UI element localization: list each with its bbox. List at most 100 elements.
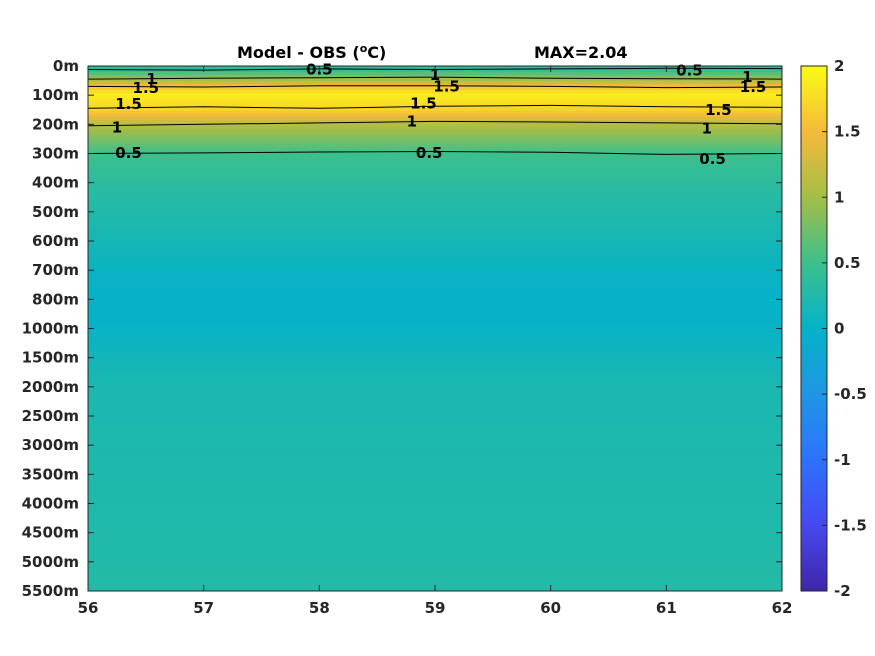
contour-label: 0.5 [699, 150, 726, 168]
heatmap-cell [88, 348, 782, 352]
y-tick-label: 4000m [22, 495, 79, 513]
heatmap-cell [88, 237, 782, 241]
heatmap-cell [88, 399, 782, 403]
colorbar-tick-label: -2 [834, 582, 851, 600]
heatmap-cell [88, 228, 782, 232]
heatmap-cell [88, 285, 782, 289]
colorbar-axis: 2 1.5 1 0.5 0 -0.5 -1 -1.5 -2 [822, 57, 867, 600]
chart-title-unit-sup: o [360, 42, 368, 55]
x-tick-label: 62 [772, 599, 793, 617]
heatmap-cell [88, 321, 782, 325]
heatmap-cell [88, 354, 782, 358]
heatmap-cell [88, 420, 782, 424]
heatmap-cell [88, 480, 782, 484]
heatmap-cell [88, 90, 782, 94]
contour-label: 1 [702, 120, 712, 138]
contour-label: 1 [112, 118, 122, 136]
heatmap-cell [88, 312, 782, 316]
colorbar-tick-label: 0.5 [834, 254, 861, 272]
heatmap-cell [88, 144, 782, 148]
x-tick-label: 56 [78, 599, 99, 617]
heatmap-cell [88, 159, 782, 163]
heatmap-cell [88, 516, 782, 520]
heatmap-cell [88, 402, 782, 406]
heatmap-cell [88, 426, 782, 430]
heatmap-cell [88, 162, 782, 166]
heatmap-cell [88, 78, 782, 82]
heatmap-cell [88, 339, 782, 343]
heatmap-cell [88, 468, 782, 472]
heatmap-cell [88, 168, 782, 172]
heatmap-cell [88, 531, 782, 535]
heatmap-cell [88, 303, 782, 307]
y-tick-label: 1000m [22, 320, 79, 338]
heatmap-cell [88, 177, 782, 181]
heatmap-cell [88, 537, 782, 541]
heatmap-cell [88, 171, 782, 175]
heatmap-cell [88, 261, 782, 265]
heatmap-cell [88, 363, 782, 367]
heatmap-cell [88, 99, 782, 103]
heatmap-cell [88, 138, 782, 142]
heatmap-cell [88, 543, 782, 547]
heatmap-cell [88, 153, 782, 157]
heatmap-cell [88, 123, 782, 127]
heatmap-cell [88, 483, 782, 487]
contour-label: 1 [742, 68, 752, 86]
heatmap-cell [88, 174, 782, 178]
heatmap-cell [88, 414, 782, 418]
contour-label: 0.5 [115, 144, 142, 162]
heatmap-cell [88, 117, 782, 121]
heatmap-cell [88, 390, 782, 394]
contour-line [87, 120, 783, 127]
heatmap-cell [88, 429, 782, 433]
heatmap-cell [88, 279, 782, 283]
heatmap-cell [88, 528, 782, 532]
heatmap-cell [88, 576, 782, 580]
y-tick-label: 100m [32, 86, 79, 104]
heatmap-cell [88, 486, 782, 490]
heatmap-cell [88, 360, 782, 364]
contour-label: 1 [146, 70, 156, 88]
contour-label: 1.5 [740, 78, 767, 96]
heatmap-cell [88, 378, 782, 382]
heatmap-cell [88, 387, 782, 391]
colorbar-tick-label: -1.5 [834, 516, 867, 534]
contour-line [87, 76, 783, 80]
heatmap-cell [88, 156, 782, 160]
heatmap-cell [88, 456, 782, 460]
heatmap-cell [88, 102, 782, 106]
colorbar-tick-label: -1 [834, 451, 851, 469]
heatmap-cell [88, 306, 782, 310]
y-tick-label: 700m [32, 261, 79, 279]
heatmap-cell [88, 327, 782, 331]
heatmap-cell [88, 318, 782, 322]
heatmap-cell [88, 465, 782, 469]
heatmap-cell [88, 369, 782, 373]
heatmap-field [88, 66, 782, 591]
heatmap-cell [88, 183, 782, 187]
y-tick-label: 5500m [22, 582, 79, 600]
y-tick-label: 5000m [22, 553, 79, 571]
heatmap-cell [88, 135, 782, 139]
heatmap-cell [88, 297, 782, 301]
contour-label: 1.5 [133, 79, 160, 97]
heatmap-cell [88, 459, 782, 463]
heatmap-cell [88, 72, 782, 76]
y-tick-label: 800m [32, 290, 79, 308]
colorbar-tick-label: 1.5 [834, 123, 861, 141]
heatmap-cell [88, 240, 782, 244]
heatmap-cell [88, 165, 782, 169]
heatmap-cell [88, 186, 782, 190]
heatmap-cell [88, 267, 782, 271]
heatmap-cell [88, 372, 782, 376]
heatmap-cell [88, 444, 782, 448]
heatmap-cell [88, 534, 782, 538]
heatmap-cell [88, 423, 782, 427]
heatmap-cell [88, 366, 782, 370]
heatmap-cell [88, 474, 782, 478]
heatmap-cell [88, 375, 782, 379]
heatmap-cell [88, 114, 782, 118]
heatmap-cell [88, 300, 782, 304]
heatmap-cell [88, 450, 782, 454]
